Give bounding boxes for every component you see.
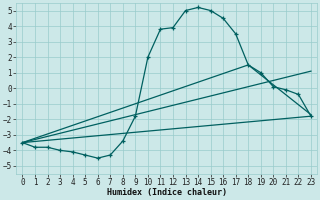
X-axis label: Humidex (Indice chaleur): Humidex (Indice chaleur) [107,188,227,197]
